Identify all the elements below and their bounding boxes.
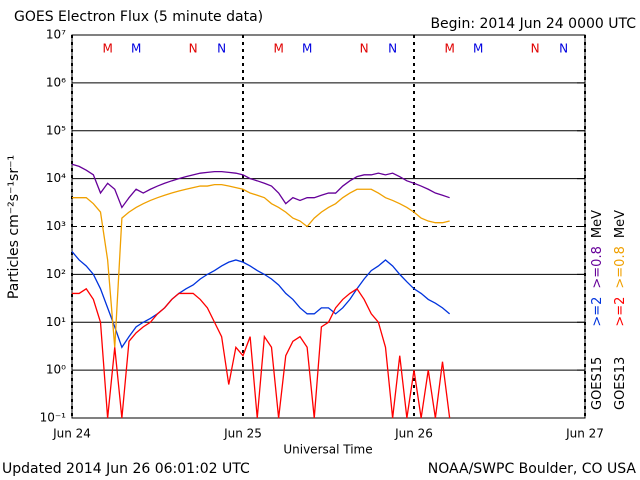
local-time-marker: M: [102, 42, 112, 56]
y-tick-label: 10⁷: [46, 28, 66, 42]
local-time-marker: N: [388, 42, 397, 56]
flux-line: [71, 251, 451, 349]
local-time-marker: M: [302, 42, 312, 56]
local-time-marker: N: [531, 42, 540, 56]
footer-right: NOAA/SWPC Boulder, CO USA: [428, 461, 637, 477]
x-axis-label: Universal Time: [283, 443, 372, 457]
plot-frame: [71, 34, 586, 419]
x-tick-label: Jun 25: [223, 427, 262, 441]
y-tick-label: 10⁴: [46, 171, 66, 185]
y-axis-label: Particles cm⁻²s⁻¹sr⁻¹: [6, 155, 22, 299]
legend-entry: >=0.8: [613, 246, 628, 288]
x-tick-label: Jun 27: [565, 427, 604, 441]
legend-column: GOES15 >=2 >=0.8 MeV: [590, 210, 605, 410]
local-time-marker: M: [473, 42, 483, 56]
legend-column: GOES13 >=2 >=0.8 MeV: [613, 210, 628, 410]
x-tick-label: Jun 26: [394, 427, 433, 441]
local-time-marker: M: [131, 42, 141, 56]
y-tick-label: 10⁵: [46, 123, 66, 137]
legend-satellite: GOES15: [590, 357, 605, 410]
legend-entry: >=2: [613, 297, 628, 327]
y-tick-label: 10²: [46, 267, 66, 281]
x-tick-label: Jun 24: [52, 427, 91, 441]
chart-subtitle: Begin: 2014 Jun 24 0000 UTC: [430, 16, 636, 32]
legend-unit: MeV: [613, 210, 628, 238]
local-time-marker: M: [444, 42, 454, 56]
y-tick-label: 10⁰: [46, 363, 66, 377]
y-tick-label: 10¹: [46, 315, 66, 329]
legend-entry: >=0.8: [590, 246, 605, 288]
flux-line: [72, 287, 451, 419]
legend-entry: >=2: [590, 297, 605, 327]
flux-line: [71, 163, 450, 209]
y-tick-label: 10⁶: [46, 75, 66, 89]
local-time-marker: N: [217, 42, 226, 56]
footer-left: Updated 2014 Jun 26 06:01:02 UTC: [2, 461, 250, 477]
legend-satellite: GOES13: [613, 357, 628, 410]
chart-title: GOES Electron Flux (5 minute data): [14, 9, 263, 25]
local-time-marker: N: [189, 42, 198, 56]
y-tick-label: 10³: [46, 219, 66, 233]
local-time-marker: N: [360, 42, 369, 56]
local-time-marker: N: [559, 42, 568, 56]
flux-line: [72, 183, 450, 348]
legend-unit: MeV: [590, 210, 605, 238]
local-time-marker: M: [273, 42, 283, 56]
y-tick-label: 10⁻¹: [40, 411, 67, 425]
